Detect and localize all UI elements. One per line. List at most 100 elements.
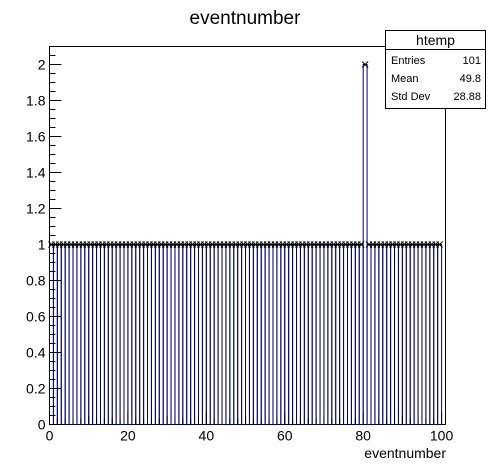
histogram-bar-52 bbox=[253, 245, 257, 425]
histogram-bar-8 bbox=[81, 245, 85, 425]
histogram-bar-47 bbox=[234, 245, 238, 425]
x-tick-label: 40 bbox=[199, 428, 215, 444]
histogram-bar-9 bbox=[85, 245, 89, 425]
histogram-bar-18 bbox=[120, 245, 124, 425]
histogram-bar-68 bbox=[316, 245, 320, 425]
histogram-bar-79 bbox=[359, 245, 363, 425]
histogram-bar-96 bbox=[426, 245, 430, 425]
histogram-bar-20 bbox=[128, 245, 132, 425]
histogram-bar-86 bbox=[387, 245, 391, 425]
x-tick-label: 80 bbox=[355, 428, 371, 444]
stats-box-title: htemp bbox=[416, 32, 455, 48]
histogram-bar-97 bbox=[430, 245, 434, 425]
histogram-bar-65 bbox=[304, 245, 308, 425]
histogram-bar-31 bbox=[171, 245, 175, 425]
histogram-bar-82 bbox=[371, 245, 375, 425]
histogram-bar-51 bbox=[249, 245, 253, 425]
histogram-bar-69 bbox=[320, 245, 324, 425]
data-markers bbox=[48, 62, 442, 248]
chart-title: eventnumber bbox=[190, 8, 302, 29]
histogram-bar-24 bbox=[144, 245, 148, 425]
histogram-bar-42 bbox=[214, 245, 218, 425]
stats-entries-label: Entries bbox=[391, 55, 426, 67]
histogram-bar-76 bbox=[347, 245, 351, 425]
histogram-bar-60 bbox=[285, 245, 289, 425]
histogram-bar-26 bbox=[151, 245, 155, 425]
histogram-bar-7 bbox=[77, 245, 81, 425]
histogram-bar-59 bbox=[281, 245, 285, 425]
histogram-bar-80 bbox=[363, 65, 367, 425]
histogram-bar-94 bbox=[418, 245, 422, 425]
stats-stddev-label: Std Dev bbox=[391, 91, 431, 103]
y-tick-label: 1 bbox=[38, 237, 46, 253]
histogram-bar-4 bbox=[65, 245, 69, 425]
histogram-bar-12 bbox=[97, 245, 101, 425]
histogram-bar-32 bbox=[175, 245, 179, 425]
histogram-bar-55 bbox=[265, 245, 269, 425]
histogram-bar-84 bbox=[379, 245, 383, 425]
histogram-bar-15 bbox=[108, 245, 112, 425]
stats-box: htemp Entries 101 Mean 49.8 Std Dev 28.8… bbox=[386, 31, 486, 109]
histogram-bar-62 bbox=[293, 245, 297, 425]
histogram-bar-34 bbox=[183, 245, 187, 425]
histogram-bar-10 bbox=[89, 245, 93, 425]
stats-entries-value: 101 bbox=[463, 55, 481, 67]
histogram-bar-64 bbox=[300, 245, 304, 425]
y-tick-label: 2 bbox=[38, 57, 46, 73]
histogram-bar-38 bbox=[198, 245, 202, 425]
histogram-bar-19 bbox=[124, 245, 128, 425]
histogram-bar-83 bbox=[375, 245, 379, 425]
histogram-bar-27 bbox=[155, 245, 159, 425]
histogram-bar-53 bbox=[257, 245, 261, 425]
histogram-bar-28 bbox=[159, 245, 163, 425]
y-tick-label: 0 bbox=[38, 417, 46, 433]
histogram-bar-66 bbox=[308, 245, 312, 425]
x-axis-label: eventnumber bbox=[364, 445, 446, 461]
histogram-bar-71 bbox=[328, 245, 332, 425]
histogram-bar-44 bbox=[222, 245, 226, 425]
histogram-bar-50 bbox=[246, 245, 250, 425]
histogram-bar-85 bbox=[383, 245, 387, 425]
histogram-bar-61 bbox=[289, 245, 293, 425]
histogram-bar-91 bbox=[406, 245, 410, 425]
histogram-bar-90 bbox=[402, 245, 406, 425]
x-tick-label: 100 bbox=[430, 428, 454, 444]
histogram-bar-45 bbox=[226, 245, 230, 425]
histogram-bar-54 bbox=[261, 245, 265, 425]
histogram-bar-21 bbox=[132, 245, 136, 425]
histogram-bar-95 bbox=[422, 245, 426, 425]
y-tick-label: 1.6 bbox=[26, 129, 46, 145]
histogram-bar-98 bbox=[434, 245, 438, 425]
histogram-bar-36 bbox=[191, 245, 195, 425]
histogram-bar-48 bbox=[238, 245, 242, 425]
x-tick-label: 0 bbox=[46, 428, 54, 444]
histogram-bar-46 bbox=[230, 245, 234, 425]
histogram-bar-70 bbox=[324, 245, 328, 425]
histogram-bar-49 bbox=[242, 245, 246, 425]
histogram-bar-56 bbox=[269, 245, 273, 425]
histogram-bar-75 bbox=[344, 245, 348, 425]
histogram-bar-67 bbox=[312, 245, 316, 425]
histogram-bar-17 bbox=[116, 245, 120, 425]
stats-stddev-value: 28.88 bbox=[453, 91, 481, 103]
y-tick-label: 1.8 bbox=[26, 93, 46, 109]
histogram-bar-14 bbox=[104, 245, 108, 425]
histogram-bar-89 bbox=[398, 245, 402, 425]
stats-mean-value: 49.8 bbox=[460, 73, 481, 85]
histogram-bar-74 bbox=[340, 245, 344, 425]
histogram-bar-93 bbox=[414, 245, 418, 425]
y-tick-label: 0.8 bbox=[26, 273, 46, 289]
histogram-bar-77 bbox=[351, 245, 355, 425]
histogram-bar-57 bbox=[273, 245, 277, 425]
histogram-bar-92 bbox=[410, 245, 414, 425]
y-tick-label: 0.4 bbox=[26, 345, 46, 361]
histogram-bar-22 bbox=[136, 245, 140, 425]
histogram-bar-13 bbox=[100, 245, 104, 425]
histogram-bar-16 bbox=[112, 245, 116, 425]
y-tick-label: 1.4 bbox=[26, 165, 46, 181]
histogram-bar-30 bbox=[167, 245, 171, 425]
histogram-bar-58 bbox=[277, 245, 281, 425]
y-tick-label: 0.2 bbox=[26, 381, 46, 397]
y-axis: 0 0.2 0.4 0.6 0.8 1 1.2 1.4 1.6 1.8 2 bbox=[26, 47, 61, 433]
